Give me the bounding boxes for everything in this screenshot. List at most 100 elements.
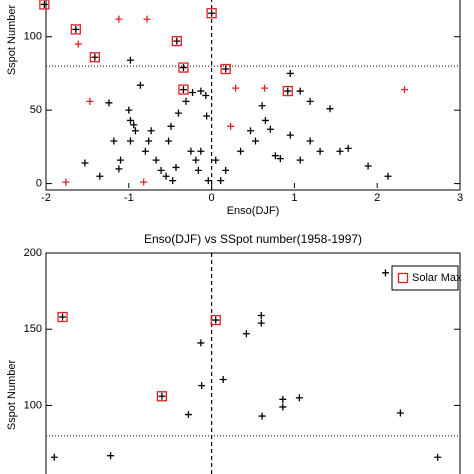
plus-marker xyxy=(174,109,182,117)
plus-marker xyxy=(40,0,48,8)
square-marker xyxy=(206,8,217,19)
plus-marker xyxy=(140,178,148,186)
plus-marker xyxy=(147,127,155,135)
plus-marker xyxy=(197,147,205,155)
plus-marker xyxy=(364,162,372,170)
square-marker xyxy=(57,311,68,323)
x-tick-label: 2 xyxy=(374,192,380,204)
plus-marker xyxy=(295,394,303,402)
plus-marker xyxy=(165,137,173,145)
plus-marker xyxy=(126,116,134,124)
plus-marker xyxy=(261,84,269,92)
plus-marker xyxy=(279,395,287,403)
y-axis-label: Sspot Number xyxy=(6,5,18,76)
plus-marker xyxy=(131,127,139,135)
plus-marker xyxy=(105,99,113,107)
plus-marker xyxy=(184,411,192,419)
square-marker xyxy=(282,85,293,97)
plus-marker xyxy=(336,147,344,155)
plus-marker xyxy=(286,69,294,77)
plus-marker xyxy=(173,37,181,45)
plus-marker xyxy=(242,330,250,338)
plus-marker xyxy=(396,409,404,417)
plus-marker xyxy=(401,86,409,94)
plus-marker xyxy=(202,91,210,99)
plus-marker xyxy=(125,106,133,114)
plus-marker xyxy=(141,147,149,155)
plus-marker xyxy=(208,9,216,17)
plus-marker xyxy=(326,105,334,113)
plus-marker xyxy=(179,64,187,72)
x-tick-label: 1 xyxy=(291,192,297,204)
plus-marker xyxy=(227,122,235,130)
plus-marker xyxy=(271,152,279,160)
plus-marker xyxy=(187,147,195,155)
x-axis-label: Enso(DJF) xyxy=(227,205,280,217)
legend-label: Solar Max xyxy=(412,272,462,284)
plus-marker xyxy=(136,81,144,89)
plus-marker xyxy=(86,97,94,105)
plus-marker xyxy=(145,137,153,145)
plus-marker xyxy=(344,144,352,152)
plus-marker xyxy=(257,311,265,319)
plus-marker xyxy=(72,25,80,33)
plus-marker xyxy=(157,166,165,174)
plus-marker xyxy=(115,165,123,173)
plus-marker xyxy=(91,53,99,61)
plus-marker xyxy=(257,319,265,327)
y-axis-label: Sspot Number xyxy=(6,360,18,431)
plot-frame xyxy=(45,0,461,191)
plus-marker xyxy=(306,137,314,145)
plus-marker xyxy=(296,156,304,164)
plus-marker xyxy=(222,65,230,73)
plus-marker xyxy=(316,147,324,155)
plus-marker xyxy=(381,269,389,277)
plus-marker xyxy=(179,86,187,94)
plus-marker xyxy=(192,156,200,164)
square-marker xyxy=(89,52,101,63)
square-marker xyxy=(178,62,189,73)
plus-marker xyxy=(198,382,206,390)
plus-marker xyxy=(115,15,123,23)
plus-marker xyxy=(197,87,205,95)
square-marker xyxy=(178,84,189,95)
y-tick-label: 0 xyxy=(36,178,42,190)
plus-marker xyxy=(204,177,212,185)
plus-marker xyxy=(130,121,138,129)
plus-marker xyxy=(117,156,125,164)
plus-marker xyxy=(158,392,166,400)
plus-marker xyxy=(258,412,266,420)
plus-marker xyxy=(284,87,292,95)
plus-marker xyxy=(96,172,104,180)
plus-marker xyxy=(434,453,442,461)
y-tick-label: 100 xyxy=(24,399,42,411)
plus-marker xyxy=(62,178,70,186)
x-tick-label: -2 xyxy=(41,192,51,204)
plus-marker xyxy=(296,87,304,95)
y-tick-label: 200 xyxy=(24,247,42,259)
x-tick-label: 3 xyxy=(457,192,463,204)
y-tick-label: 50 xyxy=(30,104,42,116)
plus-marker xyxy=(182,97,190,105)
plus-marker xyxy=(197,339,205,347)
plus-marker xyxy=(247,127,255,135)
plus-marker xyxy=(384,172,392,180)
plus-marker xyxy=(167,122,175,130)
plus-marker xyxy=(189,89,197,97)
plus-marker xyxy=(110,137,118,145)
plus-marker xyxy=(261,116,269,124)
square-marker xyxy=(210,314,221,326)
plus-marker xyxy=(203,112,211,120)
y-tick-label: 100 xyxy=(24,31,42,43)
plus-marker xyxy=(276,155,284,163)
plus-marker xyxy=(74,40,82,48)
plus-marker xyxy=(50,453,58,461)
x-tick-label: 0 xyxy=(209,192,215,204)
plus-marker xyxy=(222,166,230,174)
plus-marker xyxy=(59,313,67,321)
square-marker xyxy=(70,24,81,35)
x-tick-label: -1 xyxy=(124,192,134,204)
y-tick-label: 150 xyxy=(24,323,42,335)
plus-marker xyxy=(172,163,180,171)
square-marker xyxy=(220,63,231,75)
